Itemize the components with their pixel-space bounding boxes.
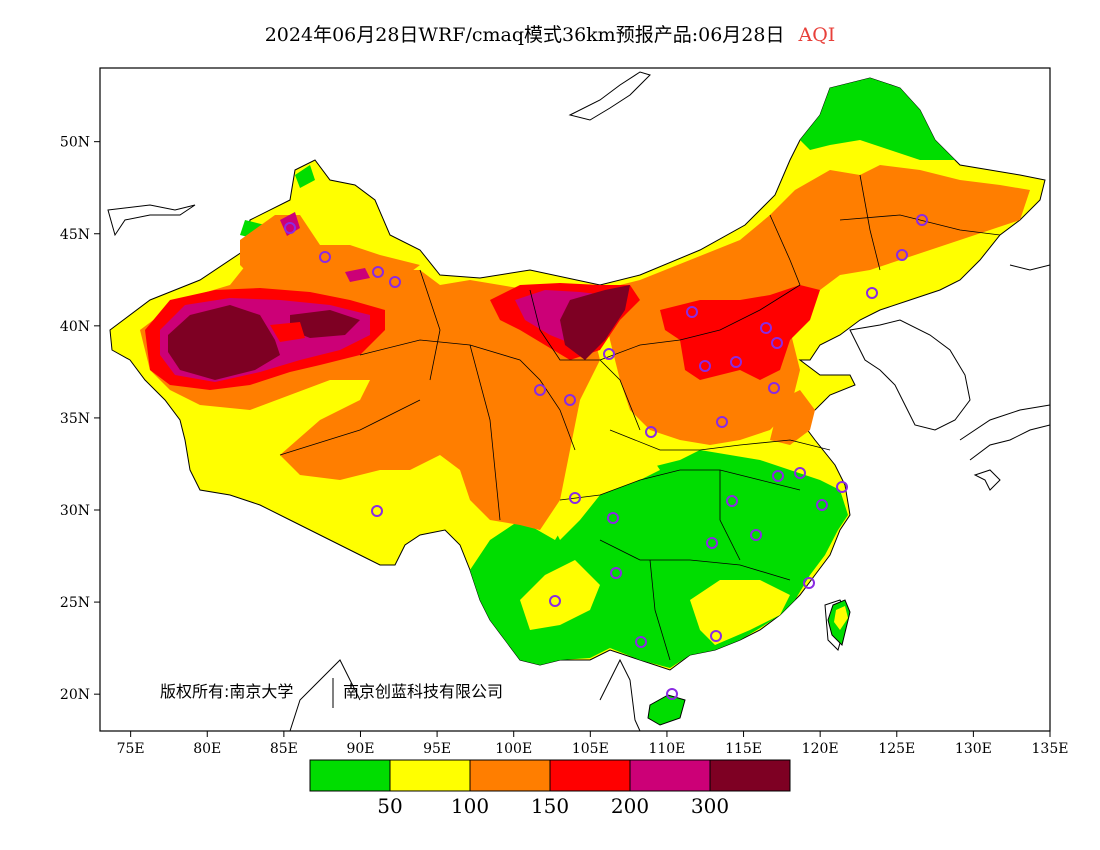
title-text: 2024年06月28日WRF/cmaq模式36km预报产品:06月28日 [264,24,785,46]
station-marker [610,567,622,579]
lon-label: 130E [955,741,992,757]
lon-label: 90E [346,741,374,757]
legend-swatch [629,759,711,792]
station-markers [284,214,928,700]
station-marker [603,348,615,360]
station-marker [916,214,928,226]
aqi-zone-hazardous-tarim [168,305,280,380]
longitude-axis: 75E 80E 85E 90E 95E 100E 105E 110E 115E 120E 125E 1… [117,731,1069,757]
lat-label: 25N [60,595,90,611]
taiwan-moderate [834,606,848,630]
station-marker [760,322,772,334]
province-boundaries [279,174,1001,661]
aqi-zone-usg-east [770,390,815,445]
legend-swatch [309,759,391,792]
station-marker [816,499,828,511]
station-marker [768,382,780,394]
aqi-zone-moderate-south-b [690,580,790,645]
lat-label: 50N [60,135,90,151]
station-marker [750,529,762,541]
legend-swatch [709,759,791,792]
aqi-zone-moderate-sichuan [550,430,660,540]
legend-threshold-label: 150 [531,794,569,818]
station-marker [564,394,576,406]
station-marker [771,337,783,349]
legend-threshold-label: 300 [691,794,729,818]
station-marker [666,688,678,700]
copyright-right: 南京创蓝科技有限公司 [343,682,503,701]
lon-label: 75E [117,741,145,757]
aqi-zone-moderate-south-a [520,560,600,630]
lon-label: 105E [572,741,609,757]
aqi-zone-hazardous-inner-mongolia [560,285,630,360]
lat-label: 35N [60,411,90,427]
map-title: 2024年06月28日WRF/cmaq模式36km预报产品:06月28日 AQI [0,20,1100,47]
lat-label: 30N [60,503,90,519]
station-marker [836,481,848,493]
station-marker [284,222,296,234]
station-marker [794,467,806,479]
lat-label: 20N [60,687,90,703]
station-marker [389,276,401,288]
station-marker [866,287,878,299]
map-frame [99,67,1051,732]
station-marker [726,495,738,507]
lon-label: 85E [270,741,298,757]
aqi-zone-good-northeast [800,78,955,160]
legend-swatch [549,759,631,792]
lon-label: 80E [193,741,221,757]
station-marker [772,470,784,482]
station-marker [635,636,647,648]
legend-swatch [389,759,471,792]
station-marker [549,595,561,607]
station-marker [710,630,722,642]
station-marker [645,426,657,438]
lon-label: 125E [878,741,915,757]
station-marker [803,577,815,589]
copyright-left: 版权所有:南京大学 [160,682,293,701]
station-marker [896,249,908,261]
title-variable: AQI [798,24,836,46]
lon-label: 95E [423,741,451,757]
legend-swatch [469,759,551,792]
lon-label: 115E [725,741,762,757]
station-marker [686,306,698,318]
station-marker [607,512,619,524]
station-marker [716,416,728,428]
lat-label: 45N [60,227,90,243]
station-marker [699,360,711,372]
station-marker [730,356,742,368]
aqi-zone-unhealthy-tarim-inner [270,322,305,342]
latitude-axis: 50N 45N 40N 35N 30N 25N 20N [60,135,100,703]
lat-label: 40N [60,319,90,335]
map-plot-area: 版权所有:南京大学 南京创蓝科技有限公司 [100,68,1050,731]
aqi-zone-hazardous-tarim-east [290,310,360,338]
aqi-zone-unhealthy-north [660,285,820,380]
lon-label: 100E [495,741,532,757]
station-marker [372,266,384,278]
aqi-zone-good-xinjiang-n [240,165,315,240]
legend-threshold-label: 50 [377,794,402,818]
station-marker [534,384,546,396]
legend-threshold-label: 200 [611,794,649,818]
aqi-zone-very-unhealthy-xj-spot [280,212,370,282]
lon-label: 135E [1032,741,1069,757]
station-marker [706,537,718,549]
station-marker [569,492,581,504]
station-marker [371,505,383,517]
lon-label: 120E [802,741,839,757]
station-marker [319,251,331,263]
color-legend: 50 100 150 200 300 [309,759,791,818]
legend-threshold-label: 100 [451,794,489,818]
lon-label: 110E [648,741,685,757]
